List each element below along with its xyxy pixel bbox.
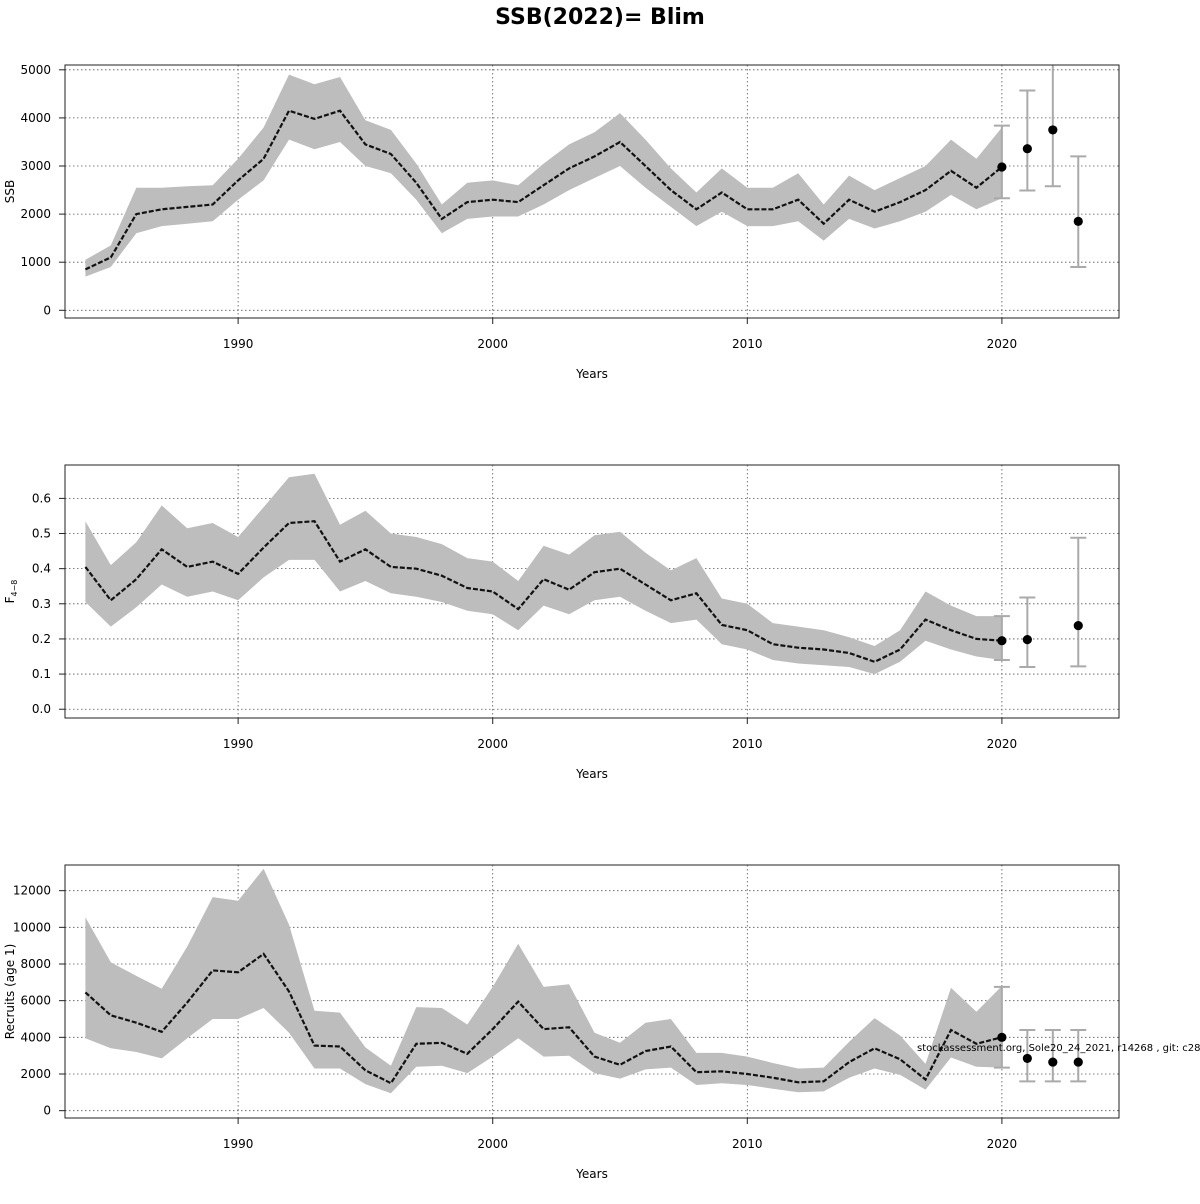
x-tick-label: 1990 [223, 737, 254, 751]
y-tick-label: 12000 [13, 884, 51, 898]
forecast-errorbar [993, 985, 1010, 1069]
y-axis-label: SSB [3, 180, 17, 203]
y-tick-label: 0.2 [32, 632, 51, 646]
y-tick-label: 2000 [20, 207, 51, 221]
forecast-point [1048, 1057, 1058, 1067]
y-tick-label: 0.3 [32, 597, 51, 611]
forecast-errorbar [1019, 596, 1036, 669]
y-tick-label: 0.5 [32, 527, 51, 541]
forecast-point [1073, 1057, 1083, 1067]
x-tick-label: 2010 [732, 737, 763, 751]
y-tick-label: 0.0 [32, 702, 51, 716]
y-tick-label: 0.1 [32, 667, 51, 681]
x-tick-label: 2020 [987, 737, 1018, 751]
y-tick-label: 0.4 [32, 562, 51, 576]
x-tick-label: 2000 [477, 737, 508, 751]
y-tick-label: 4000 [20, 111, 51, 125]
estimate-line [84, 952, 1003, 1085]
forecast-errorbar [1019, 89, 1036, 192]
y-tick-label: 5000 [20, 63, 51, 77]
y-axis-label: Recruits (age 1) [3, 944, 17, 1040]
forecast-point [1048, 125, 1058, 135]
y-axis-label: F4−8 [3, 580, 19, 604]
y-tick-label: 0.6 [32, 491, 51, 505]
footnote: stockassessment.org, Sole20_24_2021, r14… [917, 1043, 1200, 1054]
confidence-band [85, 868, 1002, 1094]
x-tick-label: 2000 [477, 1137, 508, 1151]
x-tick-label: 1990 [223, 337, 254, 351]
forecast-errorbar [1070, 536, 1087, 668]
chart-panel-1: 1990 2000 2010 2020 0 1000 2000 3000 4000 5000 Yea… [3, 63, 1120, 381]
plot-frame [64, 64, 1120, 319]
estimate-line [84, 109, 1003, 271]
x-axis-label: Years [575, 367, 608, 381]
forecast-point [997, 636, 1007, 646]
y-tick-label: 0 [43, 303, 51, 317]
forecast-errorbar [1044, 1029, 1061, 1083]
forecast-errorbar [993, 124, 1010, 200]
forecast-point [997, 1032, 1007, 1042]
x-axis-label: Years [575, 1167, 608, 1181]
forecast-point [1073, 216, 1083, 226]
forecast-errorbar [1044, 65, 1061, 188]
x-tick-label: 2020 [987, 1137, 1018, 1151]
chart-panel-2: 1990 2000 2010 2020 0.0 0.1 0.2 0.3 0.4 0.5 0.6 Yea… [3, 464, 1120, 781]
x-tick-label: 2010 [732, 1137, 763, 1151]
confidence-band [85, 473, 1002, 675]
y-tick-label: 3000 [20, 159, 51, 173]
chart-panel-3: 1990 2000 2010 2020 0 2000 4000 6000 8000 10000 12… [3, 864, 1200, 1181]
forecast-errorbar [1070, 155, 1087, 269]
x-tick-label: 2010 [732, 337, 763, 351]
x-axis-label: Years [575, 767, 608, 781]
plot-frame [64, 864, 1120, 1119]
plot-frame [64, 464, 1120, 719]
y-tick-label: 4000 [20, 1030, 51, 1044]
x-tick-label: 2020 [987, 337, 1018, 351]
forecast-point [997, 162, 1007, 172]
y-tick-label: 10000 [13, 920, 51, 934]
forecast-point [1022, 144, 1032, 154]
estimate-line [84, 520, 1002, 663]
forecast-point [1022, 1053, 1032, 1064]
y-tick-label: 2000 [20, 1067, 51, 1081]
y-tick-label: 6000 [20, 994, 51, 1008]
chart-title: SSB(2022)= Blim [495, 5, 705, 30]
y-tick-label: 1000 [20, 255, 51, 269]
x-tick-label: 2000 [477, 337, 508, 351]
y-tick-label: 8000 [20, 957, 51, 971]
x-tick-label: 1990 [223, 1137, 254, 1151]
forecast-point [1022, 635, 1032, 645]
forecast-point [1073, 620, 1083, 631]
confidence-band [85, 74, 1002, 277]
forecast-errorbar [1070, 1029, 1087, 1083]
y-tick-label: 0 [43, 1104, 51, 1118]
